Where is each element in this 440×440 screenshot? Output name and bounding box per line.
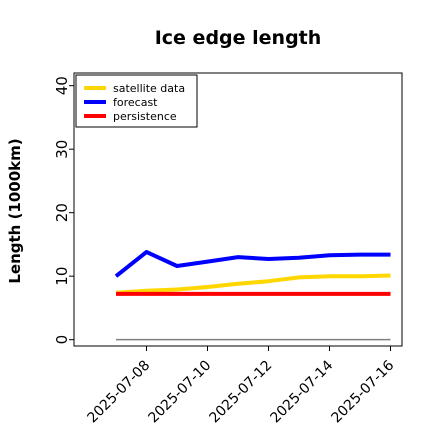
y-tick-label: 10 [53,267,71,286]
y-tick-label: 20 [53,203,71,222]
series-line-satellite-data [115,273,391,295]
x-tick-label: 2025-07-16 [328,357,397,426]
y-tick-label: 40 [53,76,71,95]
x-tick-label: 2025-07-08 [84,358,153,427]
x-tick-label: 2025-07-10 [145,358,214,427]
legend-label-persistence: persistence [113,110,177,123]
y-axis-label: Length (1000km) [6,138,24,283]
legend-label-forecast: forecast [113,96,158,109]
x-tick-label: 2025-07-12 [206,358,275,427]
x-tick-label: 2025-07-14 [267,357,336,426]
legend-label-satellite-data: satellite data [113,82,185,95]
y-tick-label: 30 [53,140,71,159]
y-tick-label: 0 [53,335,71,345]
plot-frame [73,72,403,347]
chart-title: Ice edge length [155,27,322,49]
series-line-forecast [114,250,391,278]
